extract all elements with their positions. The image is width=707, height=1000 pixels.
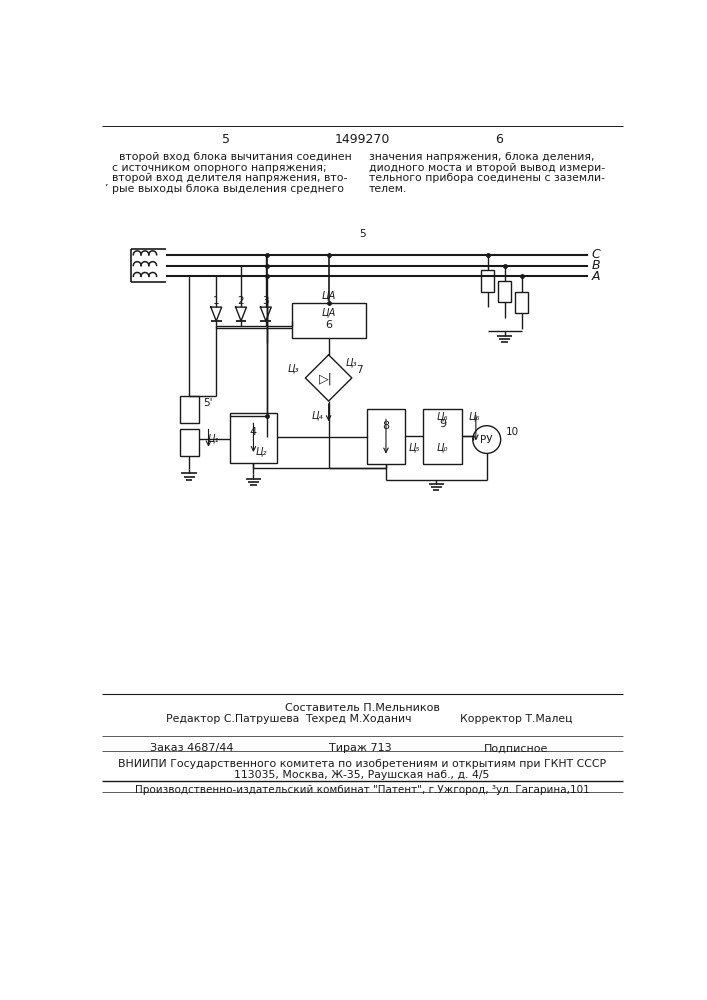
- Text: 3: 3: [262, 296, 269, 306]
- Text: ’ рые выходы блока выделения среднего: ’ рые выходы блока выделения среднего: [105, 184, 344, 194]
- Text: Тираж 713: Тираж 713: [329, 743, 391, 753]
- Text: 113035, Москва, Ж-35, Раушская наб., д. 4/5: 113035, Москва, Ж-35, Раушская наб., д. …: [234, 770, 490, 780]
- Text: 8: 8: [382, 421, 390, 431]
- Bar: [180, 396, 199, 423]
- Bar: [368, 409, 404, 464]
- Text: Ц₀: Ц₀: [437, 442, 448, 452]
- Text: ЦА: ЦА: [322, 291, 336, 301]
- Text: тельного прибора соединены с заземли-: тельного прибора соединены с заземли-: [369, 173, 605, 183]
- Text: А: А: [592, 270, 600, 283]
- Bar: [481, 270, 493, 292]
- Bar: [498, 281, 510, 302]
- Text: 6: 6: [495, 133, 503, 146]
- Text: Корректор Т.Малец: Корректор Т.Малец: [460, 714, 573, 724]
- Text: 5: 5: [359, 229, 366, 239]
- Bar: [423, 409, 462, 464]
- Text: Ц₆: Ц₆: [468, 411, 479, 421]
- Text: 9: 9: [439, 419, 446, 429]
- Text: Производственно-издательский комбинат "Патент", г.Ужгород, ³ул. Гагарина,101: Производственно-издательский комбинат "П…: [134, 785, 590, 795]
- Text: ВНИИПИ Государственного комитета по изобретениям и открытиям при ГКНТ СССР: ВНИИПИ Государственного комитета по изоб…: [118, 759, 606, 769]
- Text: Ц₃: Ц₃: [346, 358, 357, 368]
- Text: диодного моста и второй вывод измери-: диодного моста и второй вывод измери-: [369, 163, 605, 173]
- Text: Ц₁: Ц₁: [207, 433, 219, 443]
- Text: Ц₄: Ц₄: [312, 410, 324, 420]
- Bar: [180, 429, 199, 456]
- Text: РУ: РУ: [481, 435, 493, 445]
- Text: 10: 10: [506, 427, 518, 437]
- Text: C: C: [592, 248, 600, 261]
- Text: значения напряжения, блока деления,: значения напряжения, блока деления,: [369, 152, 595, 162]
- Text: 6: 6: [325, 320, 332, 330]
- Bar: [230, 413, 276, 463]
- Text: 1499270: 1499270: [334, 133, 390, 146]
- Text: Редактор С.Патрушева: Редактор С.Патрушева: [166, 714, 299, 724]
- Text: 4: 4: [250, 427, 257, 437]
- Text: Заказ 4687/44: Заказ 4687/44: [151, 743, 234, 753]
- Text: ЦА: ЦА: [322, 308, 336, 318]
- Text: Ц₂: Ц₂: [255, 446, 267, 456]
- Text: В: В: [592, 259, 600, 272]
- Text: ▷|: ▷|: [319, 373, 332, 386]
- Bar: [515, 292, 528, 313]
- Text: телем.: телем.: [369, 184, 407, 194]
- Text: 5: 5: [221, 133, 230, 146]
- Text: Ц₆: Ц₆: [436, 411, 448, 421]
- Text: 1: 1: [213, 296, 220, 306]
- Bar: [292, 303, 366, 338]
- Text: второй вход блока вычитания соединен: второй вход блока вычитания соединен: [105, 152, 352, 162]
- Text: 5': 5': [203, 398, 213, 408]
- Text: Составитель П.Мельников: Составитель П.Мельников: [284, 703, 439, 713]
- Text: второй вход делителя напряжения, вто-: второй вход делителя напряжения, вто-: [105, 173, 348, 183]
- Text: Подписное: Подписное: [484, 743, 548, 753]
- Text: с источником опорного напряжения;: с источником опорного напряжения;: [105, 163, 327, 173]
- Text: Ц₃: Ц₃: [288, 364, 299, 374]
- Text: Ц₅: Ц₅: [409, 442, 420, 452]
- Text: 7: 7: [356, 365, 363, 375]
- Text: 2: 2: [238, 296, 245, 306]
- Text: Техред М.Ходанич: Техред М.Ходанич: [305, 714, 412, 724]
